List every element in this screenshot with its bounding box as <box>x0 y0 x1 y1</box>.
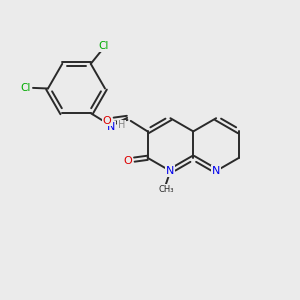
Text: N: N <box>107 122 115 132</box>
Text: O: O <box>123 156 132 166</box>
Text: N: N <box>166 166 174 176</box>
Text: Cl: Cl <box>98 41 109 51</box>
Text: N: N <box>212 166 220 176</box>
Text: CH₃: CH₃ <box>158 184 174 194</box>
Text: Cl: Cl <box>20 83 30 93</box>
Text: H: H <box>118 120 125 130</box>
Text: O: O <box>103 116 111 126</box>
